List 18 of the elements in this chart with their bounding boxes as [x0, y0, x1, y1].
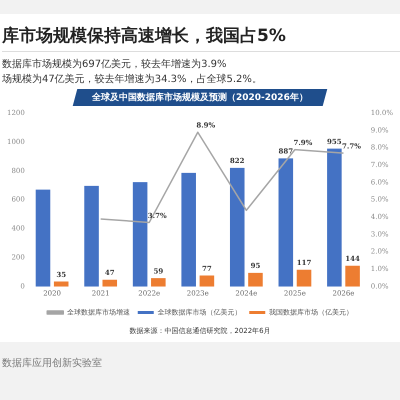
bar — [151, 278, 166, 287]
x-axis-title: 全球及中国数据库市场规模及预测（2020-2026年） — [92, 91, 308, 104]
chart-title: 库市场规模保持高速增长，我国占5% — [2, 24, 400, 52]
text: 数据库应用创新实验室 — [0, 342, 400, 400]
bar — [296, 270, 312, 287]
bar — [84, 186, 99, 287]
bar — [181, 172, 196, 287]
bar — [132, 182, 148, 287]
bar — [54, 282, 68, 287]
bar — [102, 280, 118, 287]
bar — [345, 266, 360, 287]
bar — [248, 272, 263, 287]
bar — [278, 158, 294, 287]
bar — [327, 148, 342, 287]
chart-subtitle: 数据库市场规模为697亿美元，较去年增速为3.9% 场规模为47亿美元，较去年增速为34.3%，占全球5.2%。 — [2, 58, 263, 87]
bar — [36, 190, 50, 287]
bar — [200, 275, 214, 287]
bar — [230, 168, 245, 287]
